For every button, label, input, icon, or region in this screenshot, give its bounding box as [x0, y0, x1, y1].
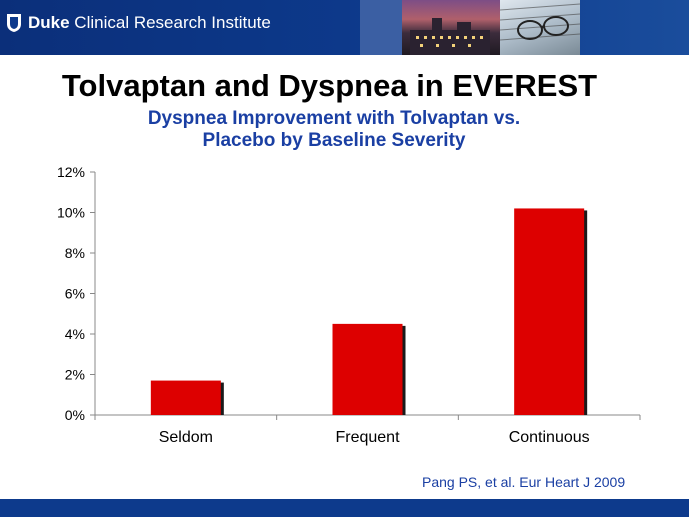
logo-text: Duke Clinical Research Institute [28, 13, 271, 32]
duke-logo: Duke Clinical Research Institute [6, 13, 271, 33]
x-category-label: Frequent [335, 429, 400, 446]
header-photos [360, 0, 580, 55]
bars [150, 208, 588, 415]
x-category-label: Continuous [509, 429, 590, 446]
header-banner: Duke Clinical Research Institute [0, 0, 689, 55]
bar-frequent [332, 323, 403, 415]
y-tick-label: 0% [65, 407, 85, 423]
header-photo-glasses [500, 0, 580, 55]
y-tick-label: 2% [65, 367, 85, 383]
y-axis: 0% 2% 4% 6% 8% 10% 12% [57, 164, 96, 423]
y-tick-label: 8% [65, 245, 85, 261]
y-tick-label: 4% [65, 326, 85, 342]
header-photo-blue [360, 0, 402, 55]
x-axis: Seldom Frequent Continuous [94, 414, 641, 446]
y-tick-label: 10% [57, 205, 85, 221]
citation: Pang PS, et al. Eur Heart J 2009 [422, 474, 626, 490]
header-photo-building [402, 0, 500, 55]
x-category-label: Seldom [159, 429, 213, 446]
bar-seldom [150, 380, 221, 415]
y-tick-label: 6% [65, 286, 85, 302]
duke-shield-icon [7, 14, 21, 32]
footer-bar [0, 499, 689, 517]
chart-subtitle-line1: Dyspnea Improvement with Tolvaptan vs. [147, 108, 521, 129]
chart-subtitle-line2: Placebo by Baseline Severity [202, 130, 466, 151]
y-tick-label: 12% [57, 164, 85, 180]
bar-continuous [514, 208, 585, 415]
chart-subtitle: Dyspnea Improvement with Tolvaptan vs. P… [104, 108, 564, 152]
slide-title: Tolvaptan and Dyspnea in EVEREST [61, 68, 598, 103]
